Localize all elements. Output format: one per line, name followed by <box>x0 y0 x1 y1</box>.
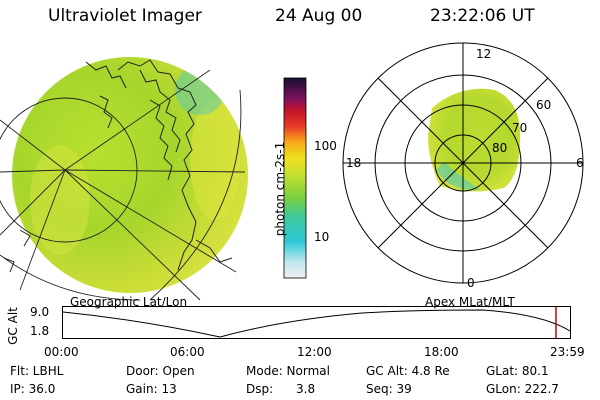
mlt-label-12: 12 <box>476 47 492 61</box>
timeline-xtick-2359: 23:59 <box>550 345 585 359</box>
orbit-timeline <box>62 306 571 339</box>
apex-caption: Apex MLat/MLT <box>425 295 515 309</box>
timeline-axis-label: GC Alt <box>6 307 20 345</box>
lat-lon-grid <box>0 69 246 301</box>
status-mode: Mode: Normal <box>246 364 330 378</box>
status-door: Door: Open <box>126 364 195 378</box>
timeline-xtick-0000: 00:00 <box>44 345 79 359</box>
colorbar <box>283 77 307 279</box>
status-dsp: Dsp: 3.8 <box>246 382 316 396</box>
image-date: 24 Aug 00 <box>275 6 363 26</box>
mlt-label-6: 6 <box>576 156 584 170</box>
mlat-label-70: 70 <box>512 121 528 135</box>
timeline-xtick-1200: 12:00 <box>297 345 332 359</box>
status-gain: Gain: 13 <box>126 382 177 396</box>
colorbar-tick-10: 10 <box>314 230 330 244</box>
image-time: 23:22:06 UT <box>430 6 535 26</box>
timeline-ytick-min: 1.8 <box>30 324 50 338</box>
altitude-curve <box>62 309 571 338</box>
mlt-label-0: 0 <box>467 276 475 290</box>
mlat-label-60: 60 <box>536 98 552 112</box>
instrument-title: Ultraviolet Imager <box>48 6 202 26</box>
mlt-label-18: 18 <box>346 156 362 170</box>
status-glon: GLon: 222.7 <box>486 382 559 396</box>
status-seq: Seq: 39 <box>366 382 412 396</box>
coastlines <box>3 59 233 273</box>
status-glat: GLat: 80.1 <box>486 364 549 378</box>
status-filter: Flt: LBHL <box>10 364 64 378</box>
auroral-oval-image <box>428 88 521 192</box>
colorbar-tick-100: 100 <box>314 139 337 153</box>
mlat-label-80: 80 <box>492 141 508 155</box>
timeline-xtick-0600: 06:00 <box>170 345 205 359</box>
status-ip: IP: 36.0 <box>10 382 56 396</box>
timeline-xtick-1800: 18:00 <box>424 345 459 359</box>
timeline-ytick-max: 9.0 <box>30 305 50 319</box>
status-gc-alt: GC Alt: 4.8 Re <box>366 364 450 378</box>
geographic-caption: Geographic Lat/Lon <box>70 295 188 309</box>
